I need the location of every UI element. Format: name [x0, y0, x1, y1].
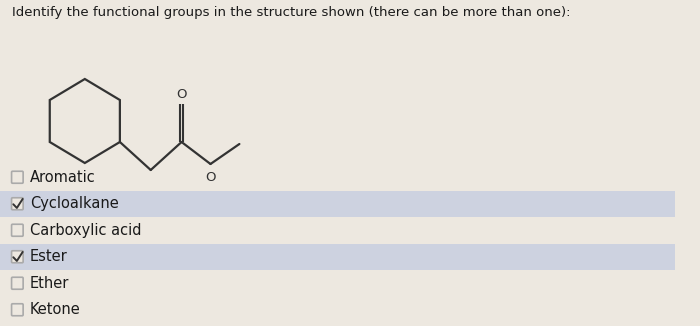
FancyBboxPatch shape	[12, 198, 23, 210]
FancyBboxPatch shape	[0, 190, 675, 217]
Text: O: O	[205, 171, 216, 184]
Text: Aromatic: Aromatic	[30, 170, 96, 185]
FancyBboxPatch shape	[12, 171, 23, 183]
Text: O: O	[176, 88, 187, 101]
FancyBboxPatch shape	[12, 277, 23, 289]
FancyBboxPatch shape	[12, 251, 23, 263]
FancyBboxPatch shape	[12, 224, 23, 236]
FancyBboxPatch shape	[0, 244, 675, 270]
Text: Ketone: Ketone	[30, 302, 80, 317]
Text: Ester: Ester	[30, 249, 68, 264]
FancyBboxPatch shape	[12, 304, 23, 316]
Text: Carboxylic acid: Carboxylic acid	[30, 223, 141, 238]
Text: Identify the functional groups in the structure shown (there can be more than on: Identify the functional groups in the st…	[12, 6, 570, 19]
Text: Cycloalkane: Cycloalkane	[30, 196, 118, 211]
Text: Ether: Ether	[30, 276, 69, 291]
